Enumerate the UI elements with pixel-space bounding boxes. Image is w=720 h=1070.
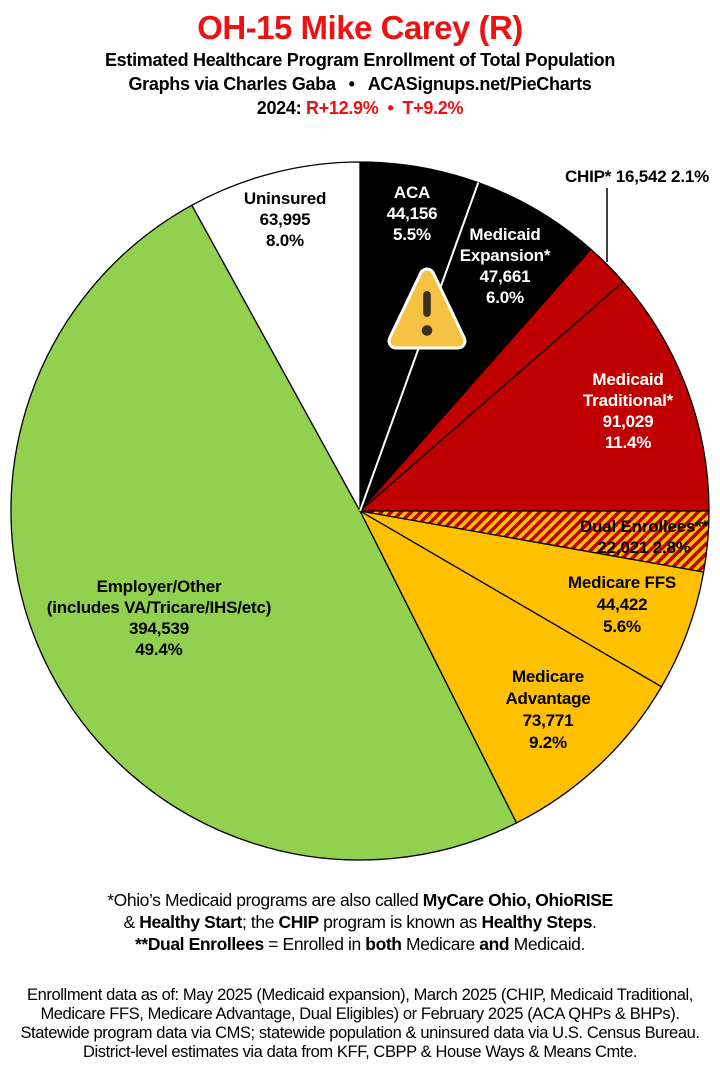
warning-icon [387,267,467,350]
source-note-line: Statewide program data via CMS; statewid… [20,1024,700,1042]
footnote-text: & [123,912,140,932]
credit-bullet: • [348,74,355,94]
footnote-text-bold: Healthy Steps [481,912,593,932]
footnote-block: *Ohio’s Medicaid programs are also calle… [0,889,720,955]
partisan-lean-line: 2024: R+12.9% • T+9.2% [0,96,720,120]
slice-name: Medicare [511,667,585,686]
partisan-year: 2024: [256,98,302,118]
slice-name: Expansion* [459,246,551,265]
slice-value: 63,995 [259,210,311,229]
slice-value: 73,771 [522,711,574,730]
footnote-text-bold: Healthy Start [139,912,242,932]
footnote-text: = Enrolled in [263,934,366,954]
slice-employer-other [10,204,518,861]
label-aca: ACA 44,156 5.5% [387,182,438,245]
slice-pct: 5.5% [393,225,431,244]
partisan-t-value: T+9.2% [402,98,464,118]
label-medicare-advantage: Medicare Advantage 73,771 9.2% [505,666,590,754]
source-note-block: Enrollment data as of: May 2025 (Medicai… [0,986,720,1062]
footnote-line: & Healthy Start; the CHIP program is kno… [0,911,720,933]
slice-name: Uninsured [243,189,327,208]
slice-name: Medicaid [592,370,664,389]
credit-author: Graphs via Charles Gaba [128,74,336,94]
slice-value: 22,021 2.8% [597,538,691,557]
footnote-text: Medicare [401,934,480,954]
slice-name: ACA [393,183,431,202]
slice-pct: 8.0% [266,231,304,250]
slice-pct: 9.2% [529,733,567,752]
slice-name: Traditional* [582,391,674,410]
footnote-text-bold: both [365,934,402,954]
footnote-text-bold: MyCare Ohio, OhioRISE [422,890,613,910]
footnote-line: **Dual Enrollees = Enrolled in both Medi… [0,933,720,955]
slice-pct: 6.0% [486,288,524,307]
label-dual-enrollees: Dual Enrollees** 22,021 2.8% [580,516,708,558]
pie-slices-group [10,161,710,861]
label-medicare-ffs: Medicare FFS 44,422 5.6% [568,572,676,638]
footnote-text-bold: **Dual Enrollees [135,934,264,954]
slice-value: 91,029 [602,412,654,431]
slice-name: (includes VA/Tricare/IHS/etc) [46,598,272,617]
label-uninsured: Uninsured 63,995 8.0% [244,188,326,251]
slice-name: Advantage [505,689,591,708]
slice-value: 394,539 [128,619,190,638]
slice-name: CHIP* 16,542 2.1% [564,167,710,186]
slice-name: Dual Enrollees** [579,517,709,536]
source-note-line: Medicare FFS, Medicare Advantage, Dual E… [40,1005,680,1023]
partisan-r-value: R+12.9% [306,98,379,118]
footnote-text: ; the [241,912,279,932]
slice-medicare-advantage [359,510,663,824]
label-medicaid-expansion: Medicaid Expansion* 47,661 6.0% [460,224,551,308]
footnote-text: program is known as [318,912,482,932]
footnote-line: *Ohio’s Medicaid programs are also calle… [0,889,720,911]
footnote-text-bold: CHIP [278,912,320,932]
source-note-line: Enrollment data as of: May 2025 (Medicai… [27,986,693,1004]
slice-name: Employer/Other [96,577,222,596]
slice-pct: 5.6% [603,617,641,636]
slice-value: 44,422 [596,595,648,614]
chart-header: OH-15 Mike Carey (R) Estimated Healthcar… [0,8,720,120]
footnote-text: *Ohio’s Medicaid programs are also calle… [107,890,423,910]
credit-line: Graphs via Charles Gaba • ACASignups.net/P… [0,72,720,96]
slice-pct: 11.4% [604,433,652,452]
label-employer-other: Employer/Other (includes VA/Tricare/IHS/… [46,576,272,660]
footnote-text: . [592,912,597,932]
slice-pct: 49.4% [135,640,183,659]
slice-value: 44,156 [386,204,438,223]
slice-medicaid-traditional [359,281,710,512]
slice-uninsured [191,161,361,512]
label-chip: CHIP* 16,542 2.1% [565,166,709,187]
partisan-bullet: • [387,98,394,118]
footnote-text-bold: and [479,934,510,954]
source-note-line: District-level estimates via data from K… [82,1043,638,1061]
slice-medicaid-expansion [359,181,592,512]
page-title: OH-15 Mike Carey (R) [197,9,523,46]
credit-site: ACASignups.net/PieCharts [367,74,592,94]
slice-value: 47,661 [479,267,531,286]
label-medicaid-traditional: Medicaid Traditional* 91,029 11.4% [583,369,673,453]
chart-subtitle: Estimated Healthcare Program Enrollment … [104,50,616,70]
slice-name: Medicare FFS [567,573,677,592]
slice-name: Medicaid [469,225,541,244]
footnote-text: Medicaid. [509,934,586,954]
